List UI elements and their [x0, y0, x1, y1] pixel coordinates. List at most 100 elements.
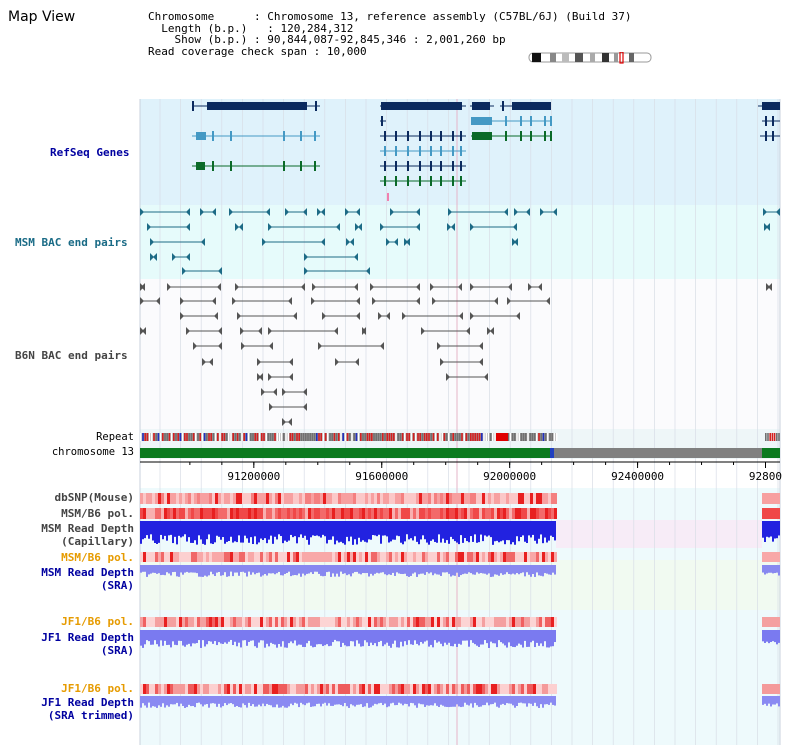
b6n-bac-pair-end[interactable]: [258, 327, 262, 335]
msm-bac-pair-end[interactable]: [336, 223, 340, 231]
track-label-msm-bac[interactable]: MSM BAC end pairs: [15, 236, 128, 249]
gene-exon[interactable]: [419, 176, 421, 186]
b6n-bac-pair-end[interactable]: [370, 283, 374, 291]
msm-bac-pair-end[interactable]: [356, 208, 360, 216]
b6n-bac-pair-end[interactable]: [289, 358, 293, 366]
msm-bac-pair-end[interactable]: [776, 208, 780, 216]
b6n-bac-pair-end[interactable]: [301, 283, 305, 291]
chromosome-ideogram[interactable]: [528, 52, 654, 64]
b6n-bac-pair-end[interactable]: [209, 358, 213, 366]
msm-bac-pair-end[interactable]: [172, 253, 176, 261]
msm-bac-pair-end[interactable]: [470, 223, 474, 231]
b6n-bac-pair-end[interactable]: [218, 342, 222, 350]
b6n-bac-pair-end[interactable]: [214, 312, 218, 320]
gene-exon[interactable]: [544, 131, 546, 141]
b6n-bac-pair-end[interactable]: [356, 312, 360, 320]
msm-bac-pair-end[interactable]: [235, 223, 239, 231]
track-label-dbsnp[interactable]: dbSNP(Mouse): [54, 491, 134, 504]
gene-exon[interactable]: [452, 131, 454, 141]
b6n-bac-pair-end[interactable]: [470, 312, 474, 320]
b6n-bac-pair-end[interactable]: [311, 297, 315, 305]
msm-bac-pair-end[interactable]: [513, 223, 517, 231]
msm-bac-pair-end[interactable]: [514, 238, 518, 246]
msm-bac-pair-end[interactable]: [526, 208, 530, 216]
gene-exon[interactable]: [212, 161, 214, 171]
b6n-bac-pair-end[interactable]: [318, 342, 322, 350]
msm-bac-pair-end[interactable]: [150, 253, 154, 261]
b6n-bac-pair-end[interactable]: [241, 342, 245, 350]
msm-bac-pair-end[interactable]: [153, 253, 157, 261]
b6n-bac-pair-end[interactable]: [356, 297, 360, 305]
b6n-bac-pair-end[interactable]: [479, 342, 483, 350]
msm-bac-pair-end[interactable]: [182, 267, 186, 275]
gene-exon[interactable]: [314, 161, 316, 171]
gene-exon[interactable]: [381, 116, 383, 126]
b6n-bac-pair-end[interactable]: [180, 297, 184, 305]
gene-exon[interactable]: [395, 161, 397, 171]
b6n-bac-pair-end[interactable]: [446, 373, 450, 381]
gene-exon-block[interactable]: [512, 102, 551, 110]
gene-exon[interactable]: [395, 176, 397, 186]
b6n-bac-pair-end[interactable]: [372, 297, 376, 305]
b6n-bac-pair-end[interactable]: [268, 327, 272, 335]
msm-bac-pair-end[interactable]: [553, 208, 557, 216]
gene-exon[interactable]: [430, 146, 432, 156]
b6n-bac-pair-end[interactable]: [322, 312, 326, 320]
b6n-bac-pair-end[interactable]: [141, 283, 145, 291]
b6n-bac-pair-end[interactable]: [273, 388, 277, 396]
msm-bac-pair-end[interactable]: [358, 223, 362, 231]
gene-exon[interactable]: [550, 116, 552, 126]
msm-bac-pair-end[interactable]: [304, 253, 308, 261]
msm-bac-pair-end[interactable]: [150, 238, 154, 246]
b6n-bac-pair-end[interactable]: [487, 327, 491, 335]
b6n-bac-pair-end[interactable]: [459, 312, 463, 320]
track-label-jf1-pol[interactable]: JF1/B6 pol.: [61, 615, 134, 628]
gene-exon[interactable]: [407, 176, 409, 186]
b6n-bac-pair-end[interactable]: [217, 283, 221, 291]
b6n-bac-pair-end[interactable]: [458, 283, 462, 291]
b6n-bac-pair-end[interactable]: [355, 358, 359, 366]
b6n-bac-pair-end[interactable]: [180, 312, 184, 320]
b6n-bac-pair-end[interactable]: [768, 283, 772, 291]
b6n-bac-pair-end[interactable]: [362, 327, 366, 335]
msm-bac-pair-end[interactable]: [266, 208, 270, 216]
b6n-bac-pair-end[interactable]: [282, 418, 286, 426]
gene-exon[interactable]: [430, 176, 432, 186]
msm-bac-pair-end[interactable]: [355, 223, 359, 231]
gene-exon[interactable]: [407, 131, 409, 141]
gene-exon[interactable]: [419, 131, 421, 141]
track-label-msm-b6-pol-capillary[interactable]: MSM/B6 pol.: [61, 507, 134, 520]
msm-bac-pair-end[interactable]: [394, 238, 398, 246]
b6n-bac-pair-end[interactable]: [466, 327, 470, 335]
b6n-bac-pair-end[interactable]: [416, 283, 420, 291]
gene-exon[interactable]: [502, 101, 504, 111]
track-label-msm-depth-capillary[interactable]: MSM Read Depth: [41, 522, 134, 535]
gene-exon[interactable]: [530, 131, 532, 141]
gene-exon[interactable]: [283, 131, 285, 141]
track-label-refseq[interactable]: RefSeq Genes: [50, 146, 130, 159]
msm-bac-pair-end[interactable]: [186, 208, 190, 216]
gene-exon[interactable]: [419, 146, 421, 156]
msm-bac-pair-end[interactable]: [268, 223, 272, 231]
gene-exon[interactable]: [212, 131, 214, 141]
b6n-bac-pair-end[interactable]: [142, 327, 146, 335]
b6n-bac-pair-end[interactable]: [490, 327, 494, 335]
gene-exon[interactable]: [460, 161, 462, 171]
msm-bac-pair-end[interactable]: [514, 208, 518, 216]
gene-exon[interactable]: [772, 116, 774, 126]
gene-exon[interactable]: [460, 146, 462, 156]
msm-bac-pair-end[interactable]: [448, 208, 452, 216]
msm-bac-pair-end[interactable]: [451, 223, 455, 231]
track-label-jf1-pol-trimmed[interactable]: JF1/B6 pol.: [61, 682, 134, 695]
gene-exon[interactable]: [550, 131, 552, 141]
gene-exon-block[interactable]: [471, 117, 492, 125]
b6n-bac-pair-end[interactable]: [402, 312, 406, 320]
msm-bac-pair-end[interactable]: [303, 208, 307, 216]
gene-exon[interactable]: [315, 101, 317, 111]
b6n-bac-pair-end[interactable]: [257, 358, 261, 366]
gene-exon[interactable]: [283, 161, 285, 171]
b6n-bac-pair-end[interactable]: [546, 297, 550, 305]
gene-exon[interactable]: [505, 131, 507, 141]
gene-exon-block[interactable]: [472, 102, 490, 110]
gene-exon[interactable]: [440, 146, 442, 156]
